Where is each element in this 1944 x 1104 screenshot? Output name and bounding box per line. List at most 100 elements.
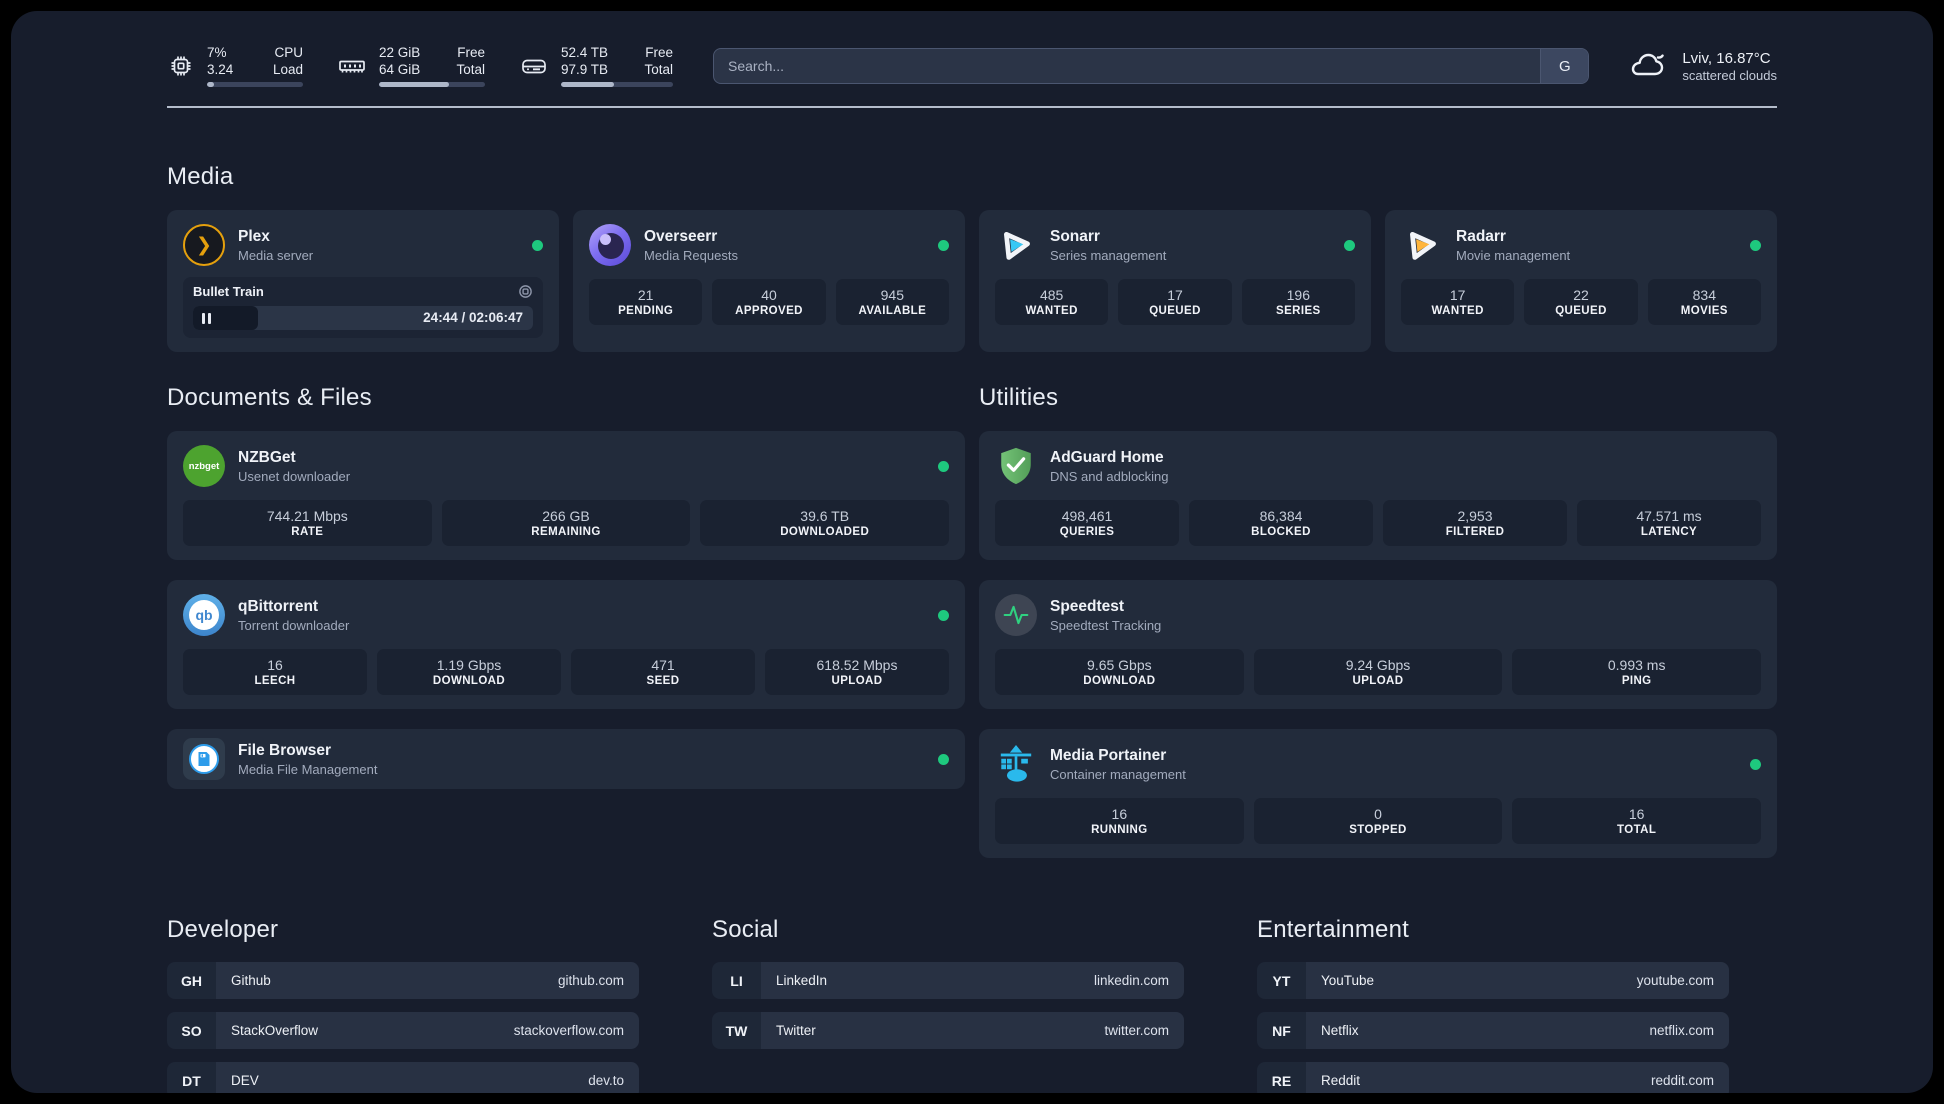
plex-card[interactable]: ❯ Plex Media server Bullet Train [167,210,559,352]
app-name-portainer: Media Portainer [1050,746,1167,764]
radarr-card[interactable]: Radarr Movie management 17 WANTED 22 QUE… [1385,210,1777,352]
stat-label: APPROVED [735,305,803,317]
stat-value: 16 [1628,806,1645,822]
ram-progress-fill [379,82,449,87]
dev-icon: DT [167,1062,216,1093]
reddit-icon: RE [1257,1062,1306,1093]
cpu-load-value: 3.24 [207,62,234,77]
qbittorrent-card[interactable]: qb qBittorrent Torrent downloader 16 LEE… [167,580,965,709]
stat-value: 17 [1167,287,1183,303]
bookmark-url: reddit.com [1650,1073,1714,1088]
stat-tile-total: 16 TOTAL [1512,798,1762,844]
section-entertainment: Entertainment YT YouTube youtube.com NF … [1257,916,1729,1093]
overseerr-card[interactable]: Overseerr Media Requests 21 PENDING 40 A… [573,210,965,352]
stat-tile-available: 945 AVAILABLE [835,279,949,325]
radarr-icon [1401,224,1443,266]
stat-tile-upload: 618.52 Mbps UPLOAD [765,649,949,695]
stat-tile-remaining: 266 GB REMAINING [441,500,691,546]
portainer-icon [995,743,1037,785]
bookmark-netflix[interactable]: NF Netflix netflix.com [1257,1012,1729,1049]
adguard-card[interactable]: AdGuard Home DNS and adblocking 498,461 … [979,431,1777,560]
stat-label: UPLOAD [831,675,883,687]
sonarr-card[interactable]: Sonarr Series management 485 WANTED 17 Q… [979,210,1371,352]
disk-free-label: Free [645,45,673,60]
stat-value: 16 [267,657,283,673]
bookmark-url: linkedin.com [1093,973,1169,988]
section-title-media: Media [167,163,234,190]
stat-tile-wanted: 17 WANTED [1401,279,1515,325]
stat-label: DOWNLOADED [780,526,870,538]
app-desc-qbittorrent: Torrent downloader [238,617,350,633]
portainer-card[interactable]: Media Portainer Container management 16 … [979,729,1777,858]
stat-label: LATENCY [1640,526,1698,538]
plex-icon: ❯ [183,224,225,266]
stat-label: PENDING [618,305,674,317]
cpu-load-label: Load [272,62,303,77]
section-developer: Developer GH Github github.com SO StackO… [167,916,639,1093]
stat-label: AVAILABLE [858,305,927,317]
filebrowser-card[interactable]: File Browser Media File Management [167,729,965,789]
bookmark-dev[interactable]: DT DEV dev.to [167,1062,639,1093]
bookmark-url: stackoverflow.com [513,1023,624,1038]
plex-now-playing: Bullet Train 24:44 / 02:06:47 [183,277,543,338]
app-name-adguard: AdGuard Home [1050,448,1164,466]
bookmark-name: Github [231,973,271,988]
stat-value: 9.24 Gbps [1345,657,1411,673]
bookmark-url: twitter.com [1104,1023,1169,1038]
app-desc-portainer: Container management [1050,766,1186,782]
filebrowser-icon [183,738,225,780]
stackoverflow-icon: SO [167,1012,216,1049]
app-desc-nzbget: Usenet downloader [238,468,351,484]
bookmark-twitter[interactable]: TW Twitter twitter.com [712,1012,1184,1049]
stat-value: 196 [1286,287,1310,303]
stat-label: PING [1621,675,1652,687]
disk-stat: 52.4 TB 97.9 TB Free Total [519,45,673,87]
stat-label: REMAINING [531,526,601,538]
bookmark-name: Twitter [776,1023,816,1038]
stat-label: DOWNLOAD [1083,675,1156,687]
stat-tile-download: 9.65 Gbps DOWNLOAD [995,649,1244,695]
session-settings-icon[interactable] [518,284,533,299]
bookmark-reddit[interactable]: RE Reddit reddit.com [1257,1062,1729,1093]
stat-value: 471 [651,657,675,673]
cpu-stat: 7% 3.24 CPU Load [167,45,303,87]
bookmark-github[interactable]: GH Github github.com [167,962,639,999]
stat-tile-stopped: 0 STOPPED [1253,798,1503,844]
bookmark-url: dev.to [588,1073,624,1088]
qbittorrent-icon-text: qb [189,600,219,630]
netflix-icon: NF [1257,1012,1306,1049]
stat-value: 21 [637,287,654,303]
stat-tile-wanted: 485 WANTED [995,279,1109,325]
cpu-icon [167,52,195,80]
stat-tile-series: 196 SERIES [1241,279,1355,325]
bookmark-youtube[interactable]: YT YouTube youtube.com [1257,962,1729,999]
bookmark-linkedin[interactable]: LI LinkedIn linkedin.com [712,962,1184,999]
status-dot-sonarr [1344,239,1355,251]
section-utilities: Utilities [979,384,1777,858]
section-title-developer: Developer [167,916,279,943]
stat-label: WANTED [1431,305,1484,317]
stat-label: FILTERED [1445,526,1505,538]
stat-tile-pending: 21 PENDING [589,279,703,325]
stat-tile-ping: 0.993 ms PING [1512,649,1762,695]
playback-progress-bar[interactable]: 24:44 / 02:06:47 [193,306,533,330]
bookmark-url: netflix.com [1649,1023,1714,1038]
cpu-usage-label: CPU [274,45,303,60]
bookmark-name: Netflix [1321,1023,1359,1038]
app-desc-speedtest: Speedtest Tracking [1050,617,1162,633]
stat-value: 22 [1573,287,1589,303]
bookmark-stackoverflow[interactable]: SO StackOverflow stackoverflow.com [167,1012,639,1049]
stat-value: 47.571 ms [1636,508,1702,524]
search-engine-button[interactable]: G [1540,49,1589,83]
section-documents: Documents & Files nzbget NZBGet Usenet d… [167,384,965,858]
github-icon: GH [167,962,216,999]
bookmark-name: LinkedIn [776,973,828,988]
pause-icon[interactable] [202,312,211,324]
app-name-overseerr: Overseerr [644,227,718,245]
speedtest-card[interactable]: Speedtest Speedtest Tracking 9.65 Gbps D… [979,580,1777,709]
nzbget-card[interactable]: nzbget NZBGet Usenet downloader 744.21 M… [167,431,965,560]
search-input[interactable] [713,48,1590,84]
stat-label: QUEUED [1149,305,1201,317]
stat-value: 40 [761,287,777,303]
